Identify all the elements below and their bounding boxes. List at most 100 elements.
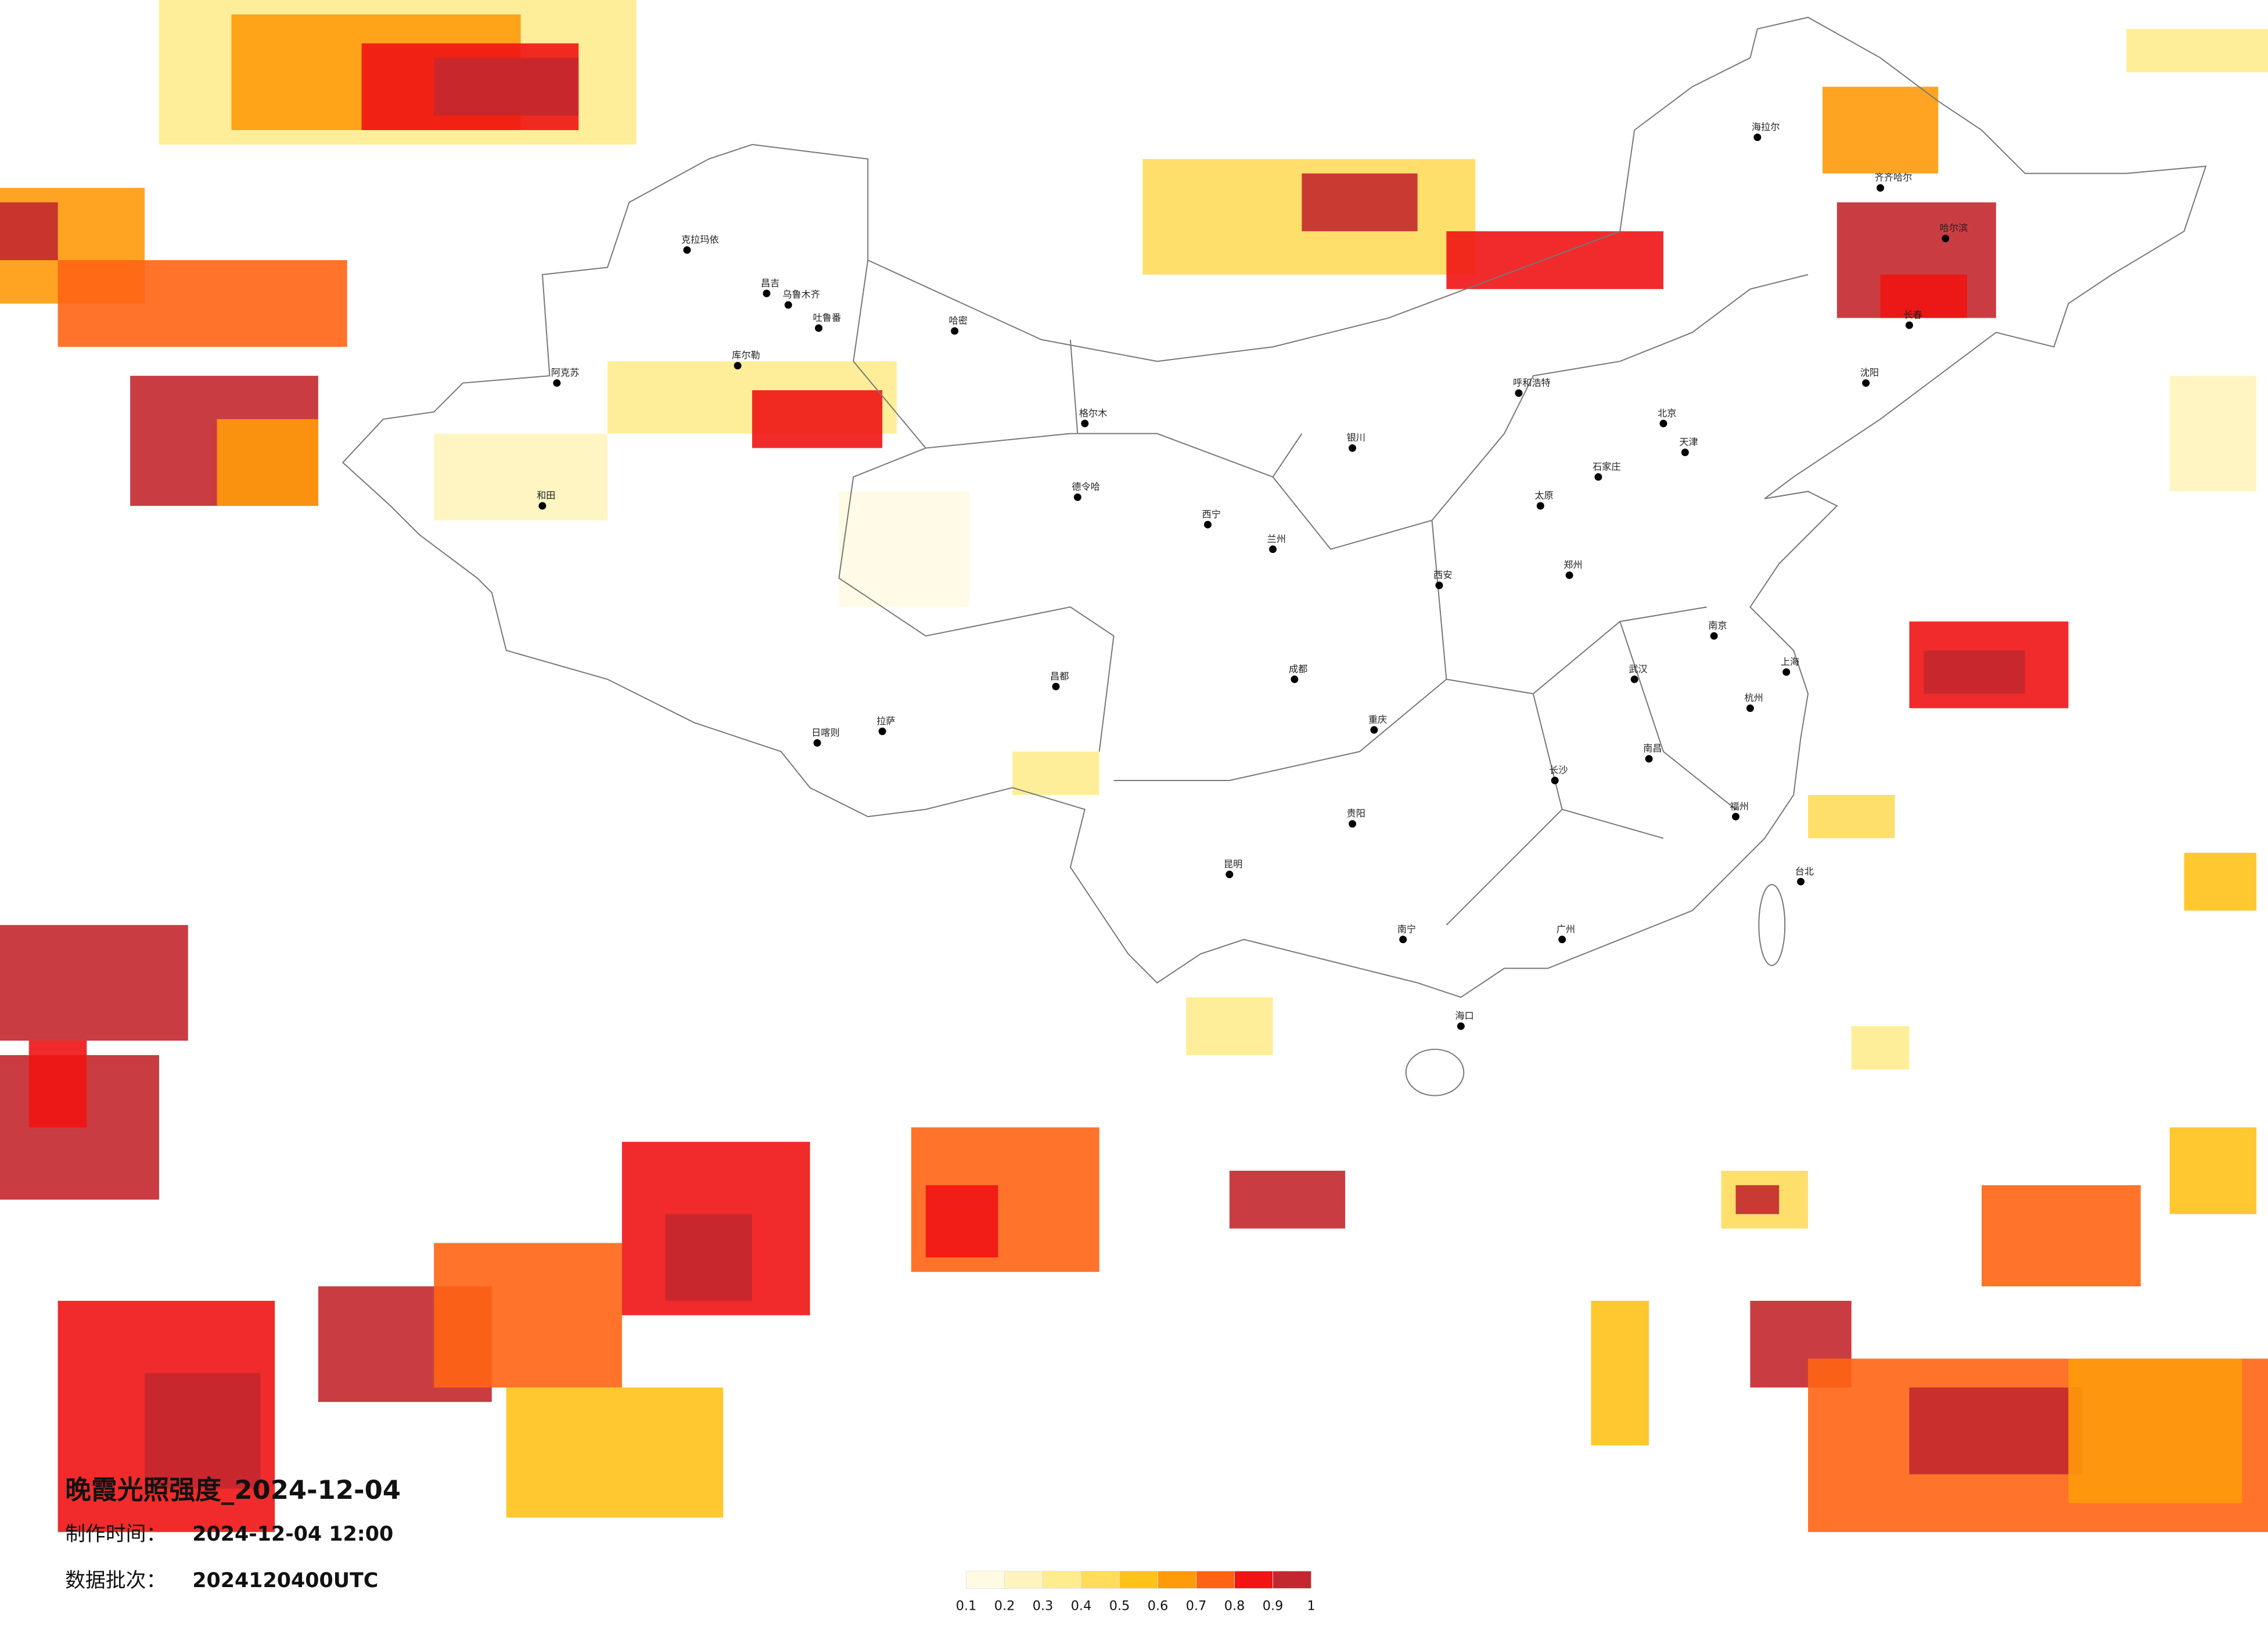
city-label: 西安 [1433,570,1452,581]
city-dot [1435,581,1443,589]
city-label: 德令哈 [1072,481,1100,492]
intensity-patch [0,202,58,260]
city-label: 格尔木 [1079,408,1108,419]
intensity-patch [1822,87,1939,174]
legend-swatch [1119,1571,1158,1589]
city-dot [1269,545,1277,553]
city-label: 海口 [1455,1010,1473,1021]
city-dot [1081,419,1089,427]
city-dot [1370,726,1378,734]
intensity-patch [2169,376,2257,492]
city-label: 上海 [1781,656,1799,667]
intensity-patch [1981,1185,2141,1287]
taiwan-outline [1758,884,1786,966]
legend-tick-label: 0.9 [1263,1599,1284,1614]
city-label: 拉萨 [876,715,895,726]
city-label: 沈阳 [1860,367,1879,378]
legend-swatch [1234,1571,1273,1589]
legend-tick-label: 0.5 [1109,1599,1130,1614]
heat-layer [0,0,2268,1533]
legend-swatch [1043,1571,1081,1589]
intensity-patch [925,1185,998,1258]
intensity-patch [665,1214,753,1301]
legend-tick-label: 0.4 [1071,1599,1092,1614]
city-label: 天津 [1679,437,1698,448]
intensity-patch [145,1373,261,1489]
city-dot [1073,493,1081,501]
city-label: 福州 [1730,801,1749,812]
data-batch: 2024120400UTC [192,1569,378,1592]
city-label: 成都 [1289,663,1307,674]
legend-swatch [1273,1571,1311,1589]
legend-tick-label: 0.1 [956,1599,977,1614]
city-dot [1536,502,1544,510]
city-label: 长春 [1903,310,1922,321]
city-label: 武汉 [1629,663,1647,674]
city-label: 库尔勒 [732,350,760,361]
city-label: 昆明 [1224,858,1242,869]
intensity-patch [506,1387,724,1518]
city-dot [1797,877,1805,886]
legend-tick-label: 0.6 [1148,1599,1169,1614]
intensity-patch [2169,1127,2257,1214]
city-dot [1905,321,1913,329]
city-label: 太原 [1534,490,1553,501]
city-dot [1782,668,1791,676]
data-batch-label: 数据批次： [65,1569,166,1592]
intensity-patch [57,260,347,347]
legend-tick-label: 0.3 [1033,1599,1054,1614]
city-dot [1551,776,1559,785]
intensity-patch [752,390,883,448]
city-label: 克拉玛依 [681,234,719,245]
legend-swatch [966,1571,1005,1589]
city-dot [1659,419,1667,427]
legend-tick-label: 0.2 [994,1599,1015,1614]
city-label: 海拉尔 [1752,121,1780,132]
city-label: 石家庄 [1593,461,1621,472]
city-dot [1630,675,1638,684]
city-label: 长沙 [1549,765,1568,776]
city-dot [1942,235,1950,243]
intensity-patch [434,433,608,520]
city-dot [1877,184,1885,192]
city-label: 昌吉 [761,278,779,289]
intensity-patch [1909,1387,2083,1474]
legend-swatch [1004,1571,1043,1589]
legend-swatch [1196,1571,1235,1589]
city-label: 南宁 [1397,923,1416,934]
legend: 0.1 0.2 0.3 0.4 0.5 0.6 0.7 0.8 0.9 1 [956,1571,1315,1614]
intensity-patch [1591,1301,1649,1445]
legend-tick-label: 0.8 [1224,1599,1245,1614]
china-outline [342,16,2207,998]
city-label: 杭州 [1744,692,1763,703]
city-dot [734,362,742,370]
city-label: 台北 [1795,866,1814,877]
intensity-patch [1924,650,2025,694]
city-label: 吐鲁番 [813,312,842,323]
city-label: 哈密 [949,315,968,326]
city-label: 呼和浩特 [1513,377,1551,388]
city-dot [538,502,547,510]
legend-swatch [1158,1571,1196,1589]
city-dot [1862,379,1870,387]
intensity-patch [1851,1026,1910,1070]
city-label: 昌都 [1050,671,1069,682]
intensity-patch [28,1041,87,1128]
city-dot [784,301,792,309]
intensity-patch [1808,794,1895,839]
city-dot [813,739,821,747]
city-label: 南京 [1708,620,1727,631]
intensity-patch [839,491,969,607]
city-dot [1225,870,1234,879]
city-dot [1349,820,1357,828]
intensity-patch [434,1243,622,1388]
intensity-patch [1229,1171,1346,1229]
intensity-patch [2184,852,2257,911]
city-dot [1558,936,1566,944]
legend-tick-label: 1 [1307,1599,1315,1614]
city-label: 广州 [1557,923,1575,934]
city-dot [1291,675,1299,684]
city-dot [878,727,886,735]
city-dot [1732,812,1739,821]
